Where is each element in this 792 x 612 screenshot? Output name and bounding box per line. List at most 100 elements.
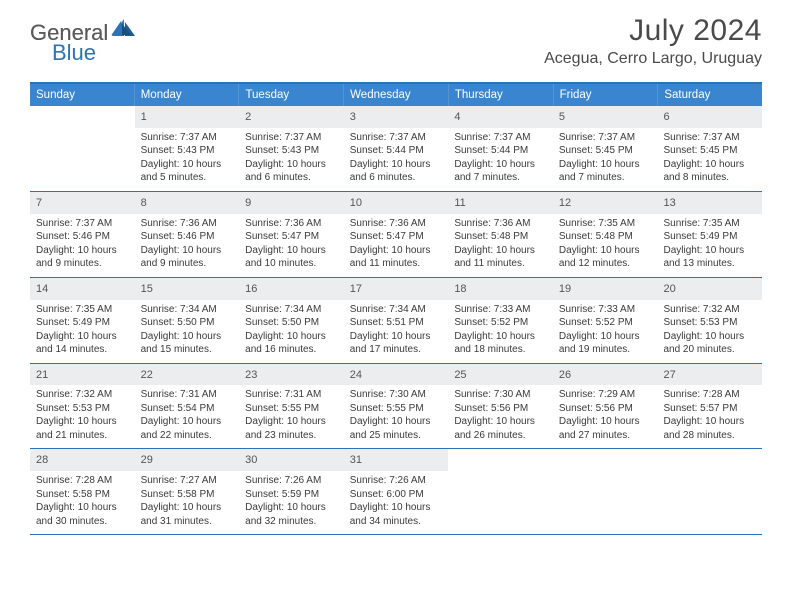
day-cell: 4Sunrise: 7:37 AMSunset: 5:44 PMDaylight… <box>448 106 553 191</box>
sunset-line: Sunset: 5:55 PM <box>245 402 338 416</box>
daylight-line: Daylight: 10 hours and 19 minutes. <box>559 330 652 357</box>
sunset-line: Sunset: 5:58 PM <box>36 488 129 502</box>
day-number: 6 <box>657 106 762 128</box>
daylight-line: Daylight: 10 hours and 16 minutes. <box>245 330 338 357</box>
dow-row: SundayMondayTuesdayWednesdayThursdayFrid… <box>30 84 762 106</box>
daylight-line: Daylight: 10 hours and 14 minutes. <box>36 330 129 357</box>
day-cell: 28Sunrise: 7:28 AMSunset: 5:58 PMDayligh… <box>30 449 135 534</box>
daylight-line: Daylight: 10 hours and 34 minutes. <box>350 501 443 528</box>
day-cell: 3Sunrise: 7:37 AMSunset: 5:44 PMDaylight… <box>344 106 449 191</box>
day-cell: 25Sunrise: 7:30 AMSunset: 5:56 PMDayligh… <box>448 364 553 449</box>
daylight-line: Daylight: 10 hours and 20 minutes. <box>663 330 756 357</box>
sunset-line: Sunset: 5:46 PM <box>36 230 129 244</box>
empty-cell <box>657 449 762 534</box>
day-number: 13 <box>657 192 762 214</box>
sunset-line: Sunset: 5:46 PM <box>141 230 234 244</box>
sunrise-line: Sunrise: 7:30 AM <box>454 388 547 402</box>
daylight-line: Daylight: 10 hours and 23 minutes. <box>245 415 338 442</box>
daylight-line: Daylight: 10 hours and 30 minutes. <box>36 501 129 528</box>
day-cell: 24Sunrise: 7:30 AMSunset: 5:55 PMDayligh… <box>344 364 449 449</box>
day-details: Sunrise: 7:26 AMSunset: 5:59 PMDaylight:… <box>239 471 344 534</box>
week-row: 7Sunrise: 7:37 AMSunset: 5:46 PMDaylight… <box>30 192 762 278</box>
sunrise-line: Sunrise: 7:27 AM <box>141 474 234 488</box>
day-number: 7 <box>30 192 135 214</box>
sunset-line: Sunset: 5:47 PM <box>350 230 443 244</box>
day-details: Sunrise: 7:32 AMSunset: 5:53 PMDaylight:… <box>657 300 762 363</box>
daylight-line: Daylight: 10 hours and 10 minutes. <box>245 244 338 271</box>
dow-header: Wednesday <box>344 84 449 106</box>
day-cell: 2Sunrise: 7:37 AMSunset: 5:43 PMDaylight… <box>239 106 344 191</box>
header: General General Blue July 2024 <box>0 0 792 74</box>
empty-cell <box>448 449 553 534</box>
day-details: Sunrise: 7:33 AMSunset: 5:52 PMDaylight:… <box>553 300 658 363</box>
day-number: 12 <box>553 192 658 214</box>
month-title: July 2024 <box>544 14 762 48</box>
sunset-line: Sunset: 5:44 PM <box>454 144 547 158</box>
day-details: Sunrise: 7:34 AMSunset: 5:51 PMDaylight:… <box>344 300 449 363</box>
sunset-line: Sunset: 5:48 PM <box>559 230 652 244</box>
daylight-line: Daylight: 10 hours and 21 minutes. <box>36 415 129 442</box>
sunrise-line: Sunrise: 7:35 AM <box>663 217 756 231</box>
day-details: Sunrise: 7:36 AMSunset: 5:47 PMDaylight:… <box>344 214 449 277</box>
day-details: Sunrise: 7:31 AMSunset: 5:55 PMDaylight:… <box>239 385 344 448</box>
daylight-line: Daylight: 10 hours and 11 minutes. <box>454 244 547 271</box>
day-details: Sunrise: 7:26 AMSunset: 6:00 PMDaylight:… <box>344 471 449 534</box>
day-details: Sunrise: 7:37 AMSunset: 5:45 PMDaylight:… <box>657 128 762 191</box>
day-details: Sunrise: 7:30 AMSunset: 5:56 PMDaylight:… <box>448 385 553 448</box>
day-cell: 13Sunrise: 7:35 AMSunset: 5:49 PMDayligh… <box>657 192 762 277</box>
dow-header: Thursday <box>449 84 554 106</box>
day-number: 11 <box>448 192 553 214</box>
sunrise-line: Sunrise: 7:37 AM <box>663 131 756 145</box>
daylight-line: Daylight: 10 hours and 7 minutes. <box>559 158 652 185</box>
sunset-line: Sunset: 5:53 PM <box>663 316 756 330</box>
calendar: SundayMondayTuesdayWednesdayThursdayFrid… <box>30 82 762 535</box>
day-cell: 26Sunrise: 7:29 AMSunset: 5:56 PMDayligh… <box>553 364 658 449</box>
day-details: Sunrise: 7:37 AMSunset: 5:46 PMDaylight:… <box>30 214 135 277</box>
sunrise-line: Sunrise: 7:33 AM <box>559 303 652 317</box>
day-details: Sunrise: 7:37 AMSunset: 5:44 PMDaylight:… <box>344 128 449 191</box>
sunrise-line: Sunrise: 7:37 AM <box>141 131 234 145</box>
sunset-line: Sunset: 6:00 PM <box>350 488 443 502</box>
day-cell: 14Sunrise: 7:35 AMSunset: 5:49 PMDayligh… <box>30 278 135 363</box>
day-number: 19 <box>553 278 658 300</box>
day-number: 24 <box>344 364 449 386</box>
day-details: Sunrise: 7:30 AMSunset: 5:55 PMDaylight:… <box>344 385 449 448</box>
sunset-line: Sunset: 5:43 PM <box>141 144 234 158</box>
weeks-container: 1Sunrise: 7:37 AMSunset: 5:43 PMDaylight… <box>30 106 762 535</box>
day-details: Sunrise: 7:28 AMSunset: 5:57 PMDaylight:… <box>657 385 762 448</box>
daylight-line: Daylight: 10 hours and 13 minutes. <box>663 244 756 271</box>
day-number: 8 <box>135 192 240 214</box>
day-number: 3 <box>344 106 449 128</box>
sunrise-line: Sunrise: 7:29 AM <box>559 388 652 402</box>
day-details: Sunrise: 7:34 AMSunset: 5:50 PMDaylight:… <box>135 300 240 363</box>
daylight-line: Daylight: 10 hours and 9 minutes. <box>36 244 129 271</box>
daylight-line: Daylight: 10 hours and 15 minutes. <box>141 330 234 357</box>
sunset-line: Sunset: 5:50 PM <box>141 316 234 330</box>
daylight-line: Daylight: 10 hours and 9 minutes. <box>141 244 234 271</box>
sunrise-line: Sunrise: 7:37 AM <box>454 131 547 145</box>
sunrise-line: Sunrise: 7:36 AM <box>141 217 234 231</box>
sunrise-line: Sunrise: 7:34 AM <box>245 303 338 317</box>
dow-header: Friday <box>554 84 659 106</box>
sunset-line: Sunset: 5:57 PM <box>663 402 756 416</box>
logo-word2: Blue <box>52 40 133 66</box>
sunset-line: Sunset: 5:45 PM <box>663 144 756 158</box>
dow-header: Saturday <box>658 84 762 106</box>
day-details: Sunrise: 7:33 AMSunset: 5:52 PMDaylight:… <box>448 300 553 363</box>
day-details: Sunrise: 7:34 AMSunset: 5:50 PMDaylight:… <box>239 300 344 363</box>
sunset-line: Sunset: 5:53 PM <box>36 402 129 416</box>
sunset-line: Sunset: 5:47 PM <box>245 230 338 244</box>
logo-stack: General Blue <box>30 20 133 66</box>
day-cell: 10Sunrise: 7:36 AMSunset: 5:47 PMDayligh… <box>344 192 449 277</box>
sunrise-line: Sunrise: 7:37 AM <box>350 131 443 145</box>
sunrise-line: Sunrise: 7:36 AM <box>350 217 443 231</box>
daylight-line: Daylight: 10 hours and 6 minutes. <box>350 158 443 185</box>
day-number: 4 <box>448 106 553 128</box>
sunrise-line: Sunrise: 7:26 AM <box>350 474 443 488</box>
sunrise-line: Sunrise: 7:37 AM <box>245 131 338 145</box>
day-number: 16 <box>239 278 344 300</box>
sunset-line: Sunset: 5:59 PM <box>245 488 338 502</box>
day-number: 15 <box>135 278 240 300</box>
day-cell: 11Sunrise: 7:36 AMSunset: 5:48 PMDayligh… <box>448 192 553 277</box>
sunrise-line: Sunrise: 7:36 AM <box>245 217 338 231</box>
